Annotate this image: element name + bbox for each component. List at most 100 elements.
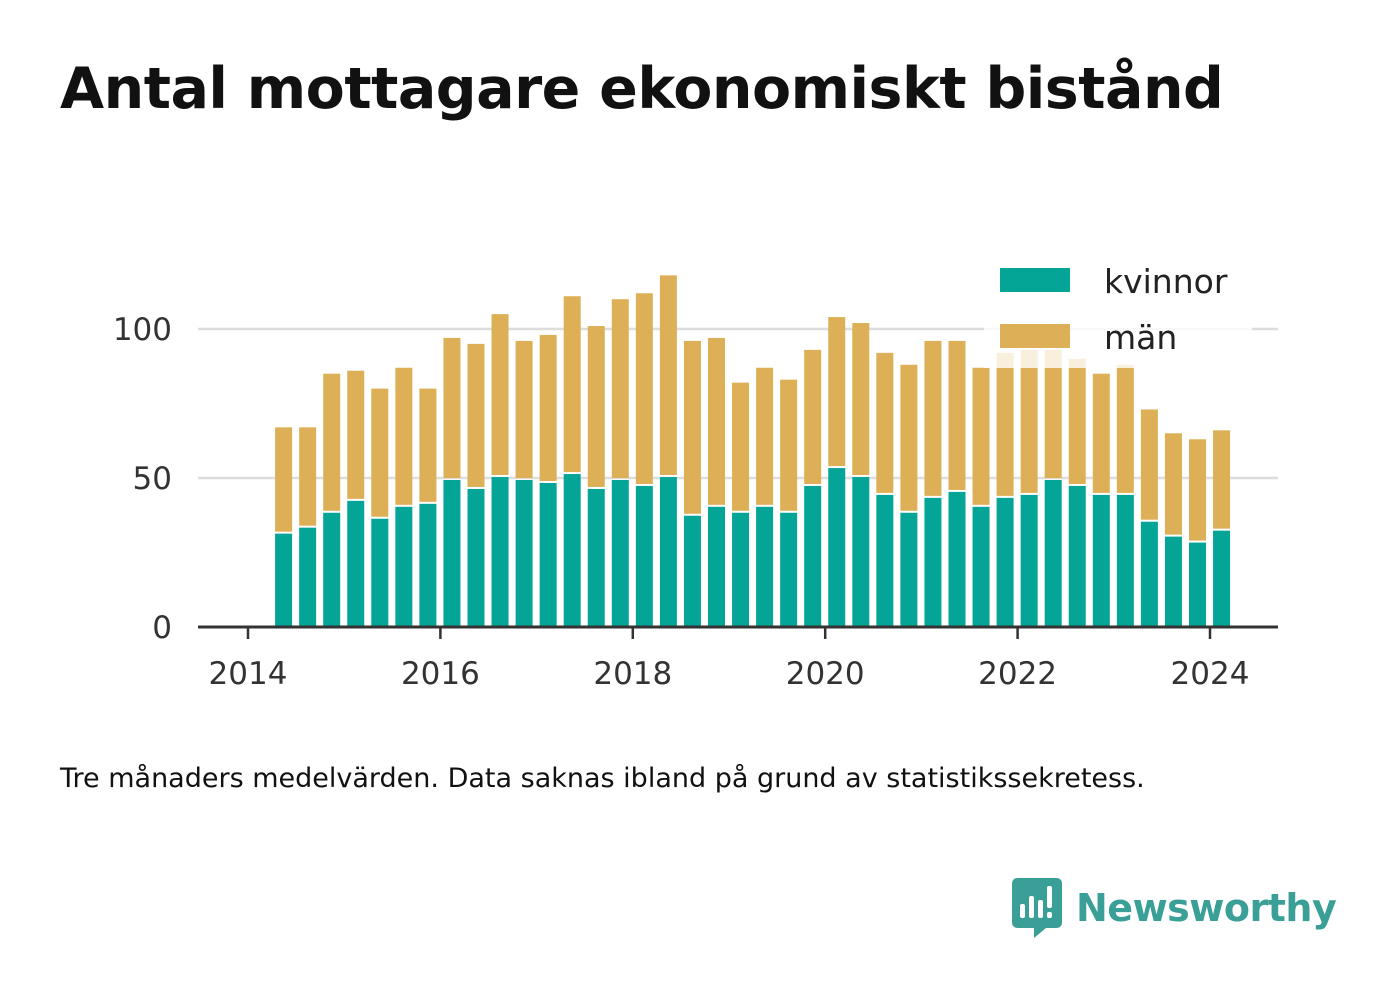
bar-kvinnor <box>659 477 677 627</box>
bar-kvinnor <box>1020 494 1038 627</box>
bar-man <box>996 352 1014 496</box>
bar-man <box>1213 430 1231 529</box>
legend-swatch-kvinnor <box>1000 268 1070 292</box>
legend-label-man: män <box>1104 318 1177 357</box>
bar-man <box>275 427 293 532</box>
y-tick-label: 50 <box>133 461 172 497</box>
bar-man <box>611 299 629 478</box>
bar-kvinnor <box>611 480 629 627</box>
bar-kvinnor <box>275 533 293 627</box>
stacked-bar-chart: 0 50 100 2014 2016 2018 2020 2022 2024 kvinnor mä… <box>112 252 1278 692</box>
bar-man <box>299 427 317 526</box>
bar-man <box>563 296 581 473</box>
newsworthy-logo-icon <box>1012 878 1062 938</box>
bar-kvinnor <box>948 491 966 627</box>
bar-man <box>756 367 774 505</box>
bar-kvinnor <box>804 485 822 627</box>
bar-man <box>924 340 942 496</box>
bar-kvinnor <box>635 485 653 627</box>
bar-kvinnor <box>299 527 317 627</box>
brand-name: Newsworthy <box>1076 886 1337 930</box>
bar-man <box>683 340 701 514</box>
bar-kvinnor <box>539 482 557 627</box>
bar-man <box>443 337 461 478</box>
bar-man <box>323 373 341 511</box>
bar-kvinnor <box>1092 494 1110 627</box>
bar-man <box>1020 349 1038 493</box>
bar-man <box>659 275 677 476</box>
bar-kvinnor <box>732 512 750 627</box>
bar-kvinnor <box>1044 480 1062 627</box>
x-tick-label: 2024 <box>1171 656 1250 692</box>
bar-man <box>900 364 918 511</box>
bar-kvinnor <box>467 488 485 627</box>
bar-man <box>972 367 990 505</box>
bar-kvinnor <box>1116 494 1134 627</box>
axes: 0 50 100 2014 2016 2018 2020 2022 2024 <box>113 312 1278 692</box>
bar-kvinnor <box>515 480 533 627</box>
footnote: Tre månaders medelvärden. Data saknas ib… <box>60 763 1145 794</box>
legend-swatch-man <box>1000 324 1070 348</box>
bar-kvinnor <box>852 477 870 627</box>
bar-man <box>828 317 846 467</box>
x-tick-label: 2014 <box>209 656 288 692</box>
bar-man <box>852 323 870 476</box>
bar-man <box>732 382 750 511</box>
bar-kvinnor <box>1213 530 1231 627</box>
bar-kvinnor <box>756 506 774 627</box>
bar-man <box>635 293 653 484</box>
bar-kvinnor <box>900 512 918 627</box>
bar-man <box>515 340 533 478</box>
bar-man <box>491 314 509 476</box>
chart-title: Antal mottagare ekonomiskt bistånd <box>60 56 1224 122</box>
bar-man <box>780 379 798 511</box>
bar-kvinnor <box>347 500 365 627</box>
bar-kvinnor <box>1068 485 1086 627</box>
bar-kvinnor <box>563 474 581 627</box>
bar-kvinnor <box>1140 521 1158 627</box>
bar-kvinnor <box>419 503 437 627</box>
bar-kvinnor <box>828 468 846 627</box>
newsworthy-logo[interactable]: Newsworthy <box>1012 878 1337 938</box>
bar-kvinnor <box>491 477 509 627</box>
y-tick-label: 100 <box>113 312 172 348</box>
bar-kvinnor <box>780 512 798 627</box>
bar-man <box>1092 373 1110 493</box>
bar-man <box>1164 433 1182 535</box>
bar-kvinnor <box>1188 542 1206 627</box>
bar-man <box>587 326 605 487</box>
bar-man <box>707 337 725 505</box>
bar-man <box>371 388 389 517</box>
x-tick-label: 2022 <box>978 656 1057 692</box>
bar-man <box>1116 364 1134 493</box>
bar-kvinnor <box>996 497 1014 627</box>
bar-kvinnor <box>924 497 942 627</box>
legend-label-kvinnor: kvinnor <box>1104 262 1228 301</box>
bar-man <box>467 343 485 487</box>
bar-man <box>1044 349 1062 478</box>
bar-kvinnor <box>707 506 725 627</box>
bar-man <box>539 334 557 481</box>
x-tick-label: 2018 <box>593 656 672 692</box>
bars <box>275 275 1231 627</box>
bar-man <box>419 388 437 502</box>
x-tick-label: 2020 <box>786 656 865 692</box>
bar-man <box>804 349 822 484</box>
bar-man <box>1140 409 1158 520</box>
bar-kvinnor <box>395 506 413 627</box>
bar-kvinnor <box>323 512 341 627</box>
legend: kvinnor män <box>984 252 1252 368</box>
bar-man <box>395 367 413 505</box>
bar-man <box>876 352 894 493</box>
bar-man <box>948 340 966 490</box>
bar-kvinnor <box>587 488 605 627</box>
bar-man <box>1068 358 1086 484</box>
bar-kvinnor <box>371 518 389 627</box>
bar-man <box>1188 439 1206 541</box>
bar-man <box>347 370 365 499</box>
bar-kvinnor <box>443 480 461 627</box>
y-tick-label: 0 <box>152 610 172 646</box>
bar-kvinnor <box>972 506 990 627</box>
x-tick-label: 2016 <box>401 656 480 692</box>
bar-kvinnor <box>683 515 701 627</box>
